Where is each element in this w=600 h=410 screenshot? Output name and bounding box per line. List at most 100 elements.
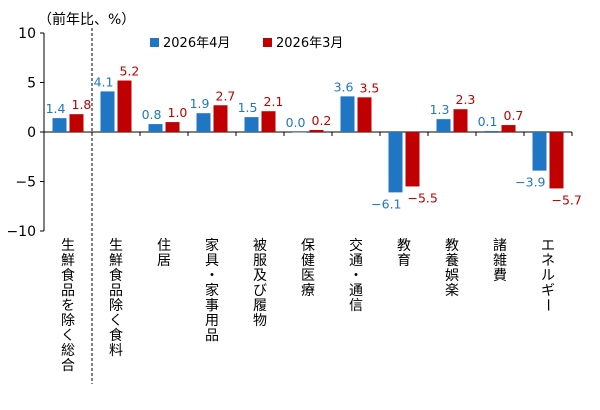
data-label: 1.0 <box>168 105 188 120</box>
data-label: −6.1 <box>371 196 401 211</box>
category-label-char: く <box>61 328 75 344</box>
bar <box>148 124 163 132</box>
bar <box>388 132 403 193</box>
category-label-char: 除 <box>61 313 75 329</box>
category-label-char: 料 <box>109 343 123 359</box>
data-label: 4.1 <box>94 74 114 89</box>
data-label: −3.9 <box>515 175 545 190</box>
legend-swatch <box>263 38 272 47</box>
category-label-char: 履 <box>253 298 267 314</box>
category-label-char: 食 <box>109 327 123 344</box>
bar <box>340 96 355 132</box>
data-label: 1.4 <box>46 101 66 116</box>
category-label-char: 被 <box>253 238 267 254</box>
bar <box>196 113 211 132</box>
data-label: 0.0 <box>286 115 306 130</box>
category-label-char: エ <box>541 238 555 254</box>
data-label: 1.9 <box>190 96 210 111</box>
category-label-char: 除 <box>109 298 123 314</box>
bar <box>165 122 180 132</box>
category-label-char: 品 <box>61 283 75 299</box>
category-label-char: 居 <box>157 253 171 269</box>
category-label-char: び <box>253 283 267 299</box>
legend-label: 2026年4月 <box>163 36 230 51</box>
bar <box>484 131 499 132</box>
category-label-char: 育 <box>397 253 411 269</box>
category-label-char: 生 <box>109 238 123 254</box>
category-label-char: 具 <box>205 253 219 269</box>
bar <box>244 117 259 132</box>
data-label: 2.7 <box>216 88 236 103</box>
category-label-char: 養 <box>445 252 459 269</box>
category-label-char: 療 <box>301 282 315 299</box>
data-label: −5.7 <box>552 192 582 207</box>
category-label-char: ー <box>539 298 555 312</box>
data-label: 1.3 <box>430 102 450 117</box>
category-label-char: 住 <box>157 238 171 254</box>
legend-swatch <box>150 38 159 47</box>
category-label-char: 鮮 <box>61 253 75 269</box>
category-label-char: 用 <box>205 313 219 329</box>
data-label: 5.2 <box>120 64 140 79</box>
bar <box>357 97 372 132</box>
data-label: −5.5 <box>408 190 438 205</box>
category-label-char: を <box>61 298 75 314</box>
category-label-char: 品 <box>109 283 123 299</box>
category-label-char: 品 <box>205 328 219 344</box>
category-label-char: 医 <box>301 268 315 284</box>
category-label-char: 教 <box>397 238 411 254</box>
category-label-char: 物 <box>253 313 267 329</box>
y-tick-label: 10 <box>18 26 36 42</box>
category-label-char: ・ <box>349 268 363 284</box>
data-label: 0.8 <box>142 107 162 122</box>
category-label-char: 及 <box>253 268 267 284</box>
bar <box>501 125 516 132</box>
category-label-char: 合 <box>61 358 75 374</box>
bar <box>405 132 420 187</box>
bar <box>549 132 564 189</box>
data-label: 0.1 <box>478 114 498 129</box>
data-label: 2.1 <box>264 94 284 109</box>
category-label-char: 保 <box>301 238 315 254</box>
category-label-char: 諸 <box>493 238 507 254</box>
category-label-char: 総 <box>61 343 75 359</box>
category-label-char: 鮮 <box>109 253 123 269</box>
legend-label: 2026年3月 <box>276 36 343 51</box>
bar <box>69 114 84 132</box>
category-label-char: ネ <box>541 253 555 269</box>
category-label-char: 食 <box>61 267 75 284</box>
data-label: 1.5 <box>238 100 258 115</box>
category-label-char: 健 <box>301 253 315 269</box>
unit-label: （前年比、%） <box>38 11 135 28</box>
y-tick-label: −5 <box>15 175 36 191</box>
data-label: 3.6 <box>334 79 354 94</box>
y-tick-label: 5 <box>27 76 36 92</box>
category-label-char: ギ <box>541 283 555 299</box>
category-label-char: 通 <box>349 253 363 269</box>
category-label: 教育 <box>397 238 411 269</box>
data-label: 0.2 <box>312 113 332 128</box>
category-label-char: ・ <box>205 268 219 284</box>
category-label-char: 雑 <box>493 253 507 269</box>
category-label-char: 楽 <box>445 283 459 299</box>
bar <box>292 132 307 133</box>
category-label-char: 食 <box>109 267 123 284</box>
category-label-char: 生 <box>61 238 75 254</box>
y-tick-label: 0 <box>27 125 36 141</box>
category-label-char: 費 <box>493 268 507 284</box>
data-label: 3.5 <box>360 80 380 95</box>
bar <box>52 118 67 132</box>
category-label-char: 服 <box>253 253 267 269</box>
category-label-char: 交 <box>349 237 363 254</box>
category-label: 諸雑費 <box>493 238 507 284</box>
category-label: 交通・通信 <box>349 237 363 314</box>
bar <box>261 111 276 132</box>
category-label: 住居 <box>157 238 171 269</box>
